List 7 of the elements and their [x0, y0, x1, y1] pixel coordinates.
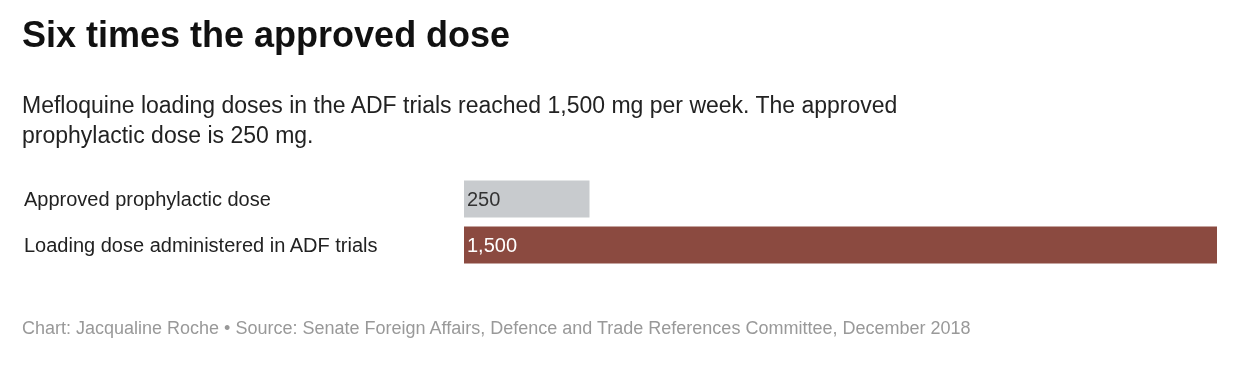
text: Chart: Jacqualine Roche • Source: Senate Foreign Affairs, Defence and Trade References Committee, December 2018 [22, 318, 971, 338]
chart-title: Six times the approved dose [22, 14, 511, 56]
y-tick-label: Approved prophylactic dose [24, 188, 271, 210]
y-tick-label: Loading dose administered in ADF trials [24, 234, 378, 256]
data-label: 1,500 [467, 234, 518, 256]
data-label: 250 [467, 188, 501, 210]
chart-subtitle: Mefloquine loading doses in the ADF trials reached 1,500 mg per week. The approved prophylactic dose is 250 mg. [22, 92, 898, 148]
